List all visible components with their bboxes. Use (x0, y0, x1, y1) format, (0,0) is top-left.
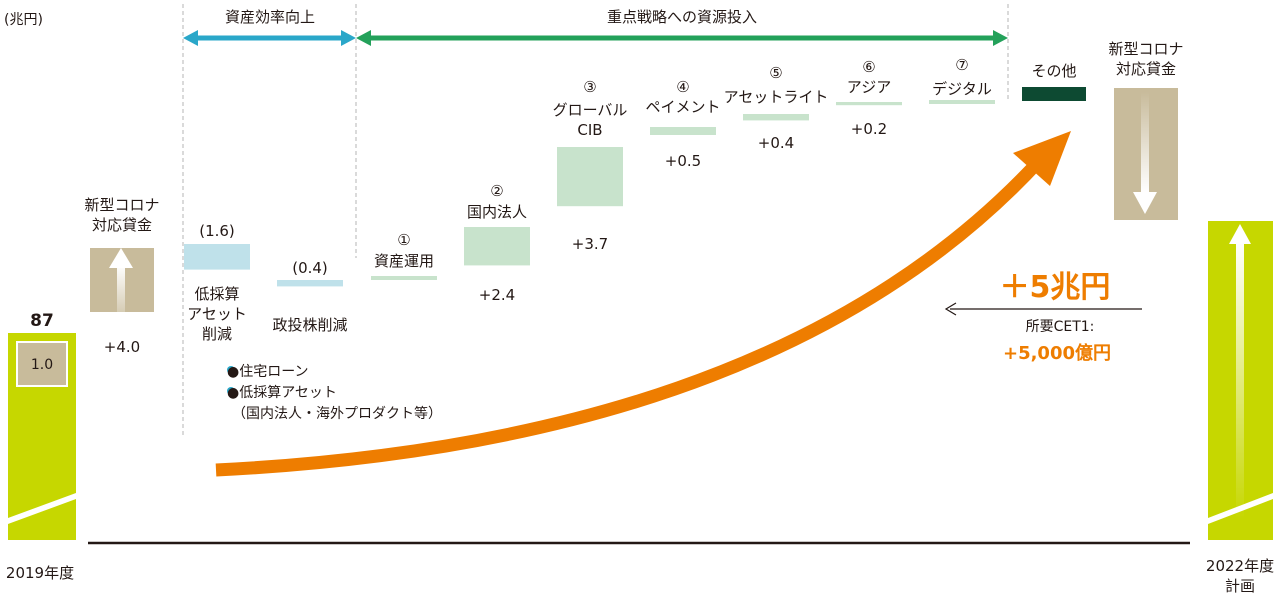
step-label: 対応貸金 (1116, 60, 1176, 78)
step-number: ⑥ (862, 58, 875, 76)
covid-down-arrow-icon (1133, 92, 1157, 214)
step-label: ペイメント (645, 98, 720, 116)
value-label: +0.4 (758, 134, 794, 152)
cet1-label: 所要CET1: (1026, 319, 1095, 335)
year-label-2022: 2022年度 (1206, 557, 1274, 575)
covid-up-arrow-icon (109, 248, 133, 328)
step-label: 資産運用 (374, 252, 434, 270)
inner-value-label: 1.0 (31, 357, 53, 373)
value-label: +2.4 (479, 286, 515, 304)
step-number: ⑦ (955, 56, 968, 74)
value-label: +4.0 (104, 338, 140, 356)
value-label: (1.6) (199, 222, 235, 240)
step-number: ① (397, 231, 410, 249)
step-label: アセット (187, 305, 247, 323)
inner-value-box (16, 341, 68, 387)
plan-label-2022: 計画 (1225, 577, 1255, 595)
note-detail: （国内法人・海外プロダクト等） (232, 405, 442, 422)
value-label: +3.7 (572, 235, 608, 253)
step-label: 削減 (202, 325, 232, 343)
total-bar-2022 (1208, 221, 1273, 540)
notes-list (227, 366, 235, 395)
bar-asset-management (371, 276, 437, 280)
step-label: 新型コロナ (1108, 40, 1183, 58)
step-label: アジア (847, 78, 891, 96)
step-label: CIB (577, 121, 602, 139)
step-label: 低採算 (194, 285, 239, 303)
note-low-margin: ●低採算アセット (227, 385, 337, 401)
step-number: ② (490, 182, 503, 200)
unit-label: (兆円) (4, 12, 43, 28)
bar-digital (929, 100, 995, 104)
note-housing-loan: ●住宅ローン (227, 364, 309, 380)
step-label: デジタル (932, 80, 992, 98)
bar-asset-light (743, 114, 809, 121)
step-label: 対応貸金 (92, 216, 152, 234)
growth-arrow (215, 131, 1071, 477)
bar-global-cib (557, 147, 623, 207)
bar-payment (650, 127, 716, 135)
left-arrow-icon (944, 302, 1142, 316)
step-label: 新型コロナ (84, 196, 159, 214)
step-number: ⑤ (769, 64, 782, 82)
value-label: +0.5 (665, 152, 701, 170)
group-arrow-strategy (356, 30, 1008, 46)
bar-other (1022, 87, 1086, 101)
bar-asia (836, 102, 902, 106)
total-bar-2019 (8, 333, 76, 540)
step-label: その他 (1031, 62, 1076, 80)
value-label: +0.2 (851, 120, 887, 138)
value-label: (0.4) (292, 259, 328, 277)
bar-low-margin-assets (184, 244, 250, 270)
group-label-efficiency: 資産効率向上 (225, 8, 315, 26)
bar-strategic-shares (277, 280, 343, 287)
step-label: 政投株削減 (272, 316, 347, 334)
group-arrow-efficiency (183, 30, 356, 46)
step-label: アセットライト (724, 88, 829, 106)
total-label-2019: 87 (30, 311, 54, 331)
step-number: ③ (583, 78, 596, 96)
group-label-strategy: 重点戦略への資源投入 (607, 8, 757, 26)
step-number: ④ (676, 78, 689, 96)
bar-domestic-corporate (464, 227, 530, 266)
cet1-value: +5,000億円 (1003, 342, 1111, 364)
step-label: グローバル (553, 101, 628, 119)
growth-amount: ＋5兆円 (1000, 270, 1111, 305)
year-label-2019: 2019年度 (6, 564, 74, 582)
step-label: 国内法人 (467, 203, 527, 221)
